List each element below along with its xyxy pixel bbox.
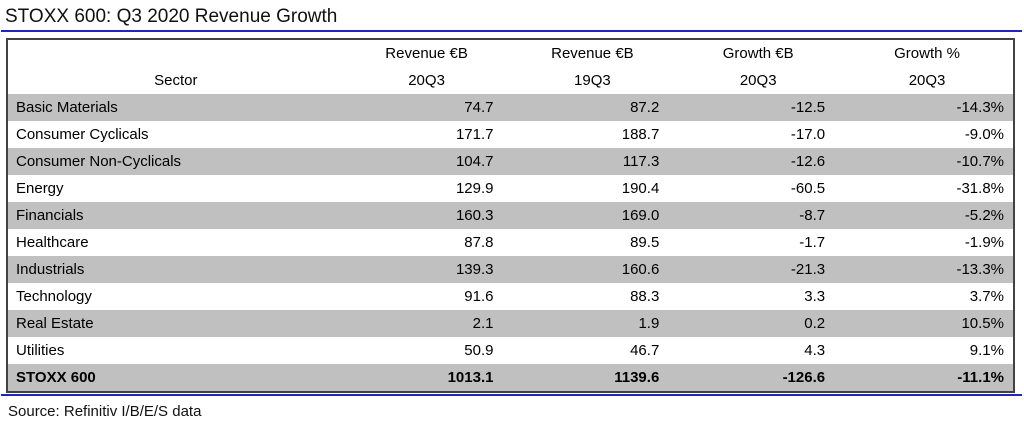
- value-cell: -13.3%: [956, 261, 1004, 278]
- value-cell: 160.3: [455, 207, 494, 224]
- col-header-sector: Sector: [8, 40, 344, 94]
- col-header-growth-pct: Growth % 20Q3: [841, 40, 1013, 94]
- value-cell: 87.8: [464, 234, 494, 251]
- value-cell: 190.4: [621, 180, 660, 197]
- value-cell: -12.5: [790, 99, 826, 116]
- value-cell: 139.3: [455, 261, 494, 278]
- value-cell: -5.2%: [964, 207, 1004, 224]
- value-cell: 88.3: [630, 288, 660, 305]
- header-line1: Growth €B: [722, 45, 794, 62]
- value-cell: -60.5: [790, 180, 826, 197]
- sector-cell: Real Estate: [16, 315, 94, 332]
- value-cell: 0.2: [804, 315, 826, 332]
- table-row: Basic Materials 74.7 87.2 -12.5 -14.3%: [8, 94, 1013, 121]
- value-cell: 188.7: [621, 126, 660, 143]
- header-line1: Revenue €B: [551, 45, 634, 62]
- value-cell: 3.3: [804, 288, 826, 305]
- value-cell: 10.5%: [961, 315, 1004, 332]
- sector-cell: Consumer Non-Cyclicals: [16, 153, 182, 170]
- value-cell: -10.7%: [956, 153, 1004, 170]
- title-divider: [1, 30, 1022, 32]
- value-cell: 87.2: [630, 99, 660, 116]
- header-row: Sector Revenue €B 20Q3 Revenue €B 19Q3 G…: [8, 40, 1013, 94]
- table-row: Energy 129.9 190.4 -60.5 -31.8%: [8, 175, 1013, 202]
- value-cell: 4.3: [804, 342, 826, 359]
- total-row: STOXX 600 1013.1 1139.6 -126.6 -11.1%: [8, 364, 1013, 391]
- value-cell: 104.7: [455, 153, 494, 170]
- col-header-growth-eb: Growth €B 20Q3: [675, 40, 842, 94]
- table-body: Basic Materials 74.7 87.2 -12.5 -14.3% Consum…: [8, 94, 1013, 391]
- value-cell: 1.9: [638, 315, 660, 332]
- table-row: Consumer Non-Cyclicals 104.7 117.3 -12.6 -10…: [8, 148, 1013, 175]
- table-row: Industrials 139.3 160.6 -21.3 -13.3%: [8, 256, 1013, 283]
- value-cell: 91.6: [464, 288, 494, 305]
- page-title: STOXX 600: Q3 2020 Revenue Growth: [5, 6, 338, 27]
- col-header-revenue-20q3: Revenue €B 20Q3: [343, 40, 510, 94]
- value-cell: 3.7%: [969, 288, 1004, 305]
- sector-cell: Healthcare: [16, 234, 89, 251]
- value-cell: 89.5: [630, 234, 660, 251]
- value-cell: -21.3: [790, 261, 826, 278]
- header-line2: 20Q3: [739, 72, 777, 89]
- value-cell: -1.7: [799, 234, 826, 251]
- value-cell: -17.0: [790, 126, 826, 143]
- value-cell: -12.6: [790, 153, 826, 170]
- sector-cell: Financials: [16, 207, 84, 224]
- header-line2: 19Q3: [574, 72, 611, 89]
- value-cell: 50.9: [464, 342, 494, 359]
- value-cell: 117.3: [622, 153, 660, 170]
- table-row: Technology 91.6 88.3 3.3 3.7%: [8, 283, 1013, 310]
- sector-cell: Technology: [16, 288, 92, 305]
- header-line2: 20Q3: [908, 72, 946, 89]
- value-cell: 1139.6: [614, 369, 660, 386]
- value-cell: 160.6: [621, 261, 660, 278]
- value-cell: -1.9%: [964, 234, 1004, 251]
- value-cell: -31.8%: [956, 180, 1004, 197]
- value-cell: 169.0: [621, 207, 660, 224]
- sector-cell: Industrials: [16, 261, 85, 278]
- sector-cell: STOXX 600: [16, 369, 96, 386]
- bottom-divider: [1, 394, 1022, 396]
- value-cell: 1013.1: [447, 369, 494, 386]
- col-header-revenue-19q3: Revenue €B 19Q3: [509, 40, 676, 94]
- revenue-table-container: Sector Revenue €B 20Q3 Revenue €B 19Q3 G…: [6, 38, 1015, 393]
- table-row: Healthcare 87.8 89.5 -1.7 -1.9%: [8, 229, 1013, 256]
- value-cell: 9.1%: [969, 342, 1004, 359]
- value-cell: -8.7: [799, 207, 826, 224]
- header-line2: 20Q3: [408, 72, 445, 89]
- value-cell: 2.1: [472, 315, 494, 332]
- value-cell: -11.1%: [957, 369, 1004, 386]
- value-cell: 74.7: [464, 99, 494, 116]
- table-row: Real Estate 2.1 1.9 0.2 10.5%: [8, 310, 1013, 337]
- sector-cell: Basic Materials: [16, 99, 118, 116]
- sector-cell: Consumer Cyclicals: [16, 126, 149, 143]
- header-line1: Revenue €B: [385, 45, 468, 62]
- header-line2: Sector: [154, 72, 198, 89]
- value-cell: -9.0%: [964, 126, 1004, 143]
- value-cell: 129.9: [455, 180, 494, 197]
- table-row: Utilities 50.9 46.7 4.3 9.1%: [8, 337, 1013, 364]
- header-line1: [8, 40, 344, 67]
- value-cell: -126.6: [782, 369, 826, 386]
- table-row: Consumer Cyclicals 171.7 188.7 -17.0 -9.0%: [8, 121, 1013, 148]
- value-cell: 171.7: [455, 126, 494, 143]
- revenue-table: Sector Revenue €B 20Q3 Revenue €B 19Q3 G…: [8, 40, 1013, 391]
- sector-cell: Energy: [16, 180, 64, 197]
- table-row: Financials 160.3 169.0 -8.7 -5.2%: [8, 202, 1013, 229]
- value-cell: 46.7: [630, 342, 660, 359]
- value-cell: -14.3%: [956, 99, 1004, 116]
- sector-cell: Utilities: [16, 342, 65, 359]
- header-line1: Growth %: [894, 45, 960, 62]
- source-note: Source: Refinitiv I/B/E/S data: [8, 403, 202, 420]
